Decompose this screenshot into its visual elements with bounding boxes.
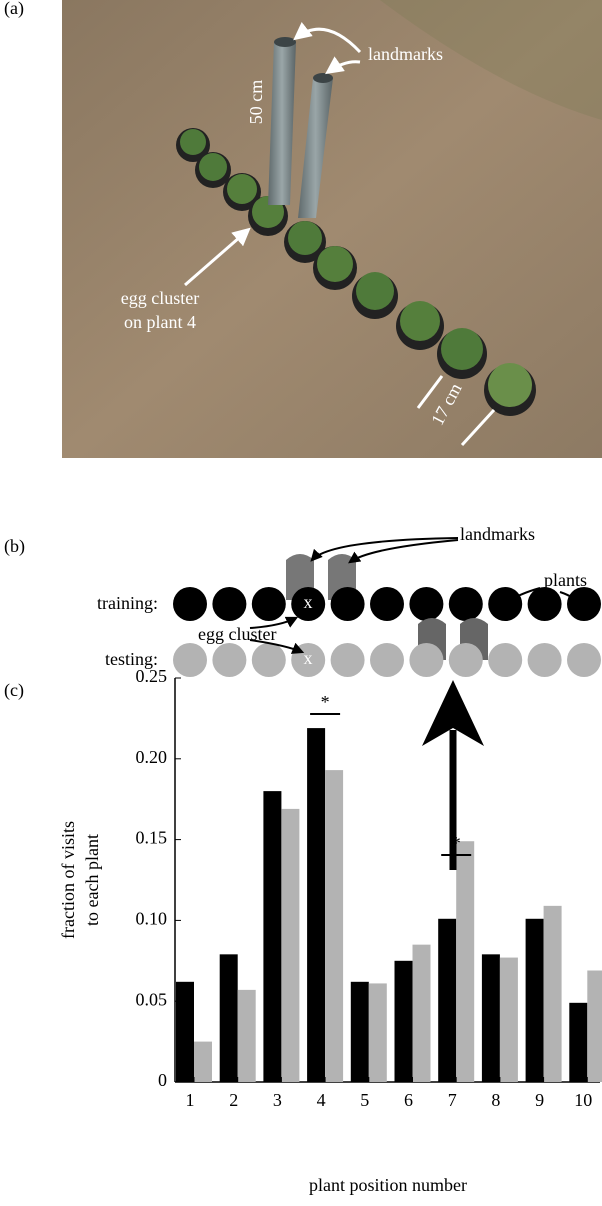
annotation: plants <box>544 570 587 590</box>
arrow <box>293 22 362 54</box>
bar <box>412 944 431 1082</box>
x-tick-label: 10 <box>574 1090 592 1110</box>
annotation: egg cluster <box>198 624 276 644</box>
arrow <box>559 591 584 608</box>
arrow <box>310 537 459 562</box>
training-row: x <box>173 587 601 621</box>
arrow <box>249 639 305 654</box>
x-tick-label: 8 <box>491 1090 500 1110</box>
arrow <box>348 539 459 564</box>
bar <box>394 960 413 1082</box>
plant <box>567 587 601 621</box>
bar <box>525 918 544 1082</box>
bar <box>587 970 602 1082</box>
plant <box>212 587 247 621</box>
plant <box>251 643 286 677</box>
x-tick-label: 2 <box>229 1090 238 1110</box>
egg-marker: x <box>304 592 313 612</box>
big-arrow <box>422 680 484 870</box>
y-axis-label: to each plant <box>82 834 102 926</box>
bar <box>481 954 500 1082</box>
bar <box>325 770 344 1082</box>
y-tick-label: 0 <box>158 1070 167 1090</box>
plant <box>370 643 404 677</box>
x-tick-label: 9 <box>535 1090 544 1110</box>
bar <box>307 728 326 1082</box>
x-tick-label: 1 <box>186 1090 195 1110</box>
bar <box>263 791 282 1082</box>
plant <box>330 587 365 621</box>
bar <box>237 989 256 1082</box>
plant <box>527 643 562 677</box>
significance-star: * <box>321 692 330 712</box>
y-axis-label: fraction of visits <box>58 821 78 939</box>
y-tick-label: 0.25 <box>136 666 168 686</box>
annotation: egg cluster <box>121 288 199 308</box>
plant <box>409 643 444 677</box>
plant <box>448 587 483 621</box>
annotation: landmarks <box>460 524 535 544</box>
plant <box>251 587 286 621</box>
x-tick-label: 6 <box>404 1090 413 1110</box>
plant <box>567 643 601 677</box>
scale-line <box>460 408 496 447</box>
plant <box>448 643 483 677</box>
arrow <box>249 616 299 629</box>
x-tick-label: 7 <box>448 1090 457 1110</box>
y-tick-label: 0.10 <box>136 909 168 929</box>
bar <box>543 905 562 1082</box>
testing-row: x <box>173 643 601 677</box>
bar <box>569 1002 588 1082</box>
plant <box>291 587 326 621</box>
panel-label: (a) <box>4 0 24 19</box>
bar <box>281 808 300 1082</box>
bar <box>350 981 369 1082</box>
y-tick-label: 0.05 <box>136 989 168 1009</box>
bar <box>176 981 194 1082</box>
scale-line <box>416 375 444 409</box>
annotation: on plant 4 <box>124 312 196 332</box>
bar <box>219 954 238 1082</box>
landmark-pipes <box>268 37 333 218</box>
plant <box>212 643 247 677</box>
row-label: testing: <box>105 649 158 669</box>
bar <box>194 1041 212 1082</box>
x-tick-label: 4 <box>317 1090 326 1110</box>
arrow <box>325 56 361 75</box>
plant <box>330 643 365 677</box>
plant <box>173 587 207 621</box>
plant <box>488 643 523 677</box>
y-tick-label: 0.20 <box>136 747 168 767</box>
egg-marker: x <box>304 648 313 668</box>
plant <box>370 587 404 621</box>
arrow <box>184 227 251 287</box>
x-tick-label: 5 <box>360 1090 369 1110</box>
row-label: training: <box>97 593 158 613</box>
bar <box>368 983 387 1082</box>
x-axis-label: plant position number <box>309 1175 467 1195</box>
x-tick-label: 3 <box>273 1090 282 1110</box>
panel-label: (c) <box>4 680 24 701</box>
plant <box>409 587 444 621</box>
bar <box>438 918 457 1082</box>
bar <box>456 841 475 1082</box>
panel-label: (b) <box>4 536 25 557</box>
plant-row <box>176 128 536 416</box>
bar <box>499 957 518 1082</box>
grass-patch <box>380 0 602 120</box>
bar-chart: 0 0.05 0.10 0.15 0.20 0.25 1 2 3 4 5 6 7 8 9 10 plant po… <box>58 666 602 1195</box>
annotation: landmarks <box>368 44 443 64</box>
annotation: 50 cm <box>246 80 266 125</box>
arrow <box>500 587 541 608</box>
y-tick-label: 0.15 <box>136 828 168 848</box>
plant <box>173 643 207 677</box>
